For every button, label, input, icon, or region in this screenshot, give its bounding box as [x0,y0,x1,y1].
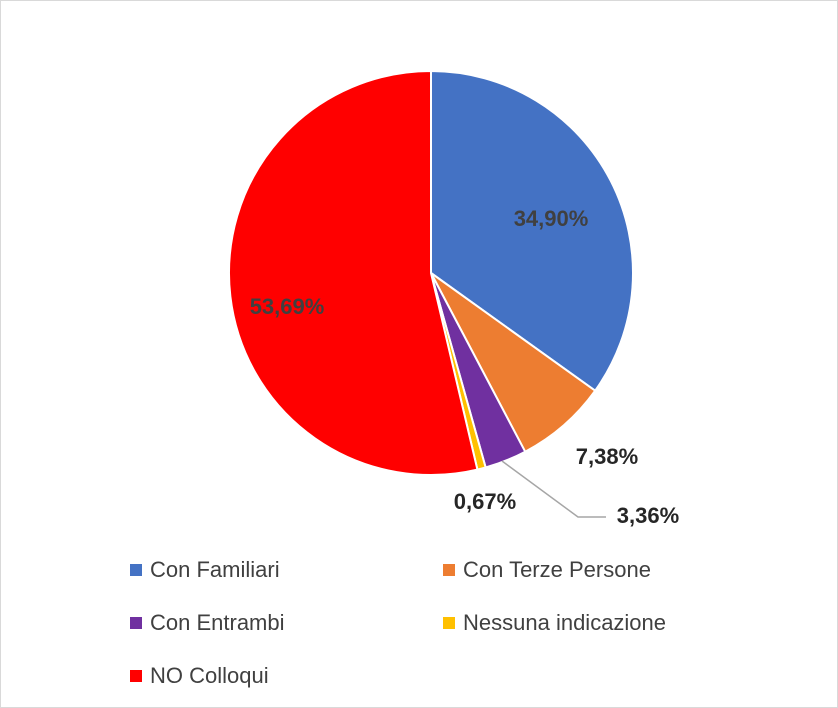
legend-label: Con Familiari [150,557,280,582]
data-label: 7,38% [576,444,638,469]
data-label: 0,67% [454,489,516,514]
leader-line [501,460,606,518]
legend-swatch [443,564,455,576]
legend-swatch [130,617,142,629]
data-label: 53,69% [250,294,325,319]
legend-swatch [130,564,142,576]
data-label: 3,36% [617,503,679,528]
pie-slice [430,69,634,393]
legend-label: Con Terze Persone [463,557,651,582]
data-label: 34,90% [514,206,589,231]
pie-slice [227,69,479,476]
legend-swatch [443,617,455,629]
legend-label: NO Colloqui [150,663,269,688]
legend-label: Con Entrambi [150,610,285,635]
legend-swatch [130,670,142,682]
legend-label: Nessuna indicazione [463,610,666,635]
